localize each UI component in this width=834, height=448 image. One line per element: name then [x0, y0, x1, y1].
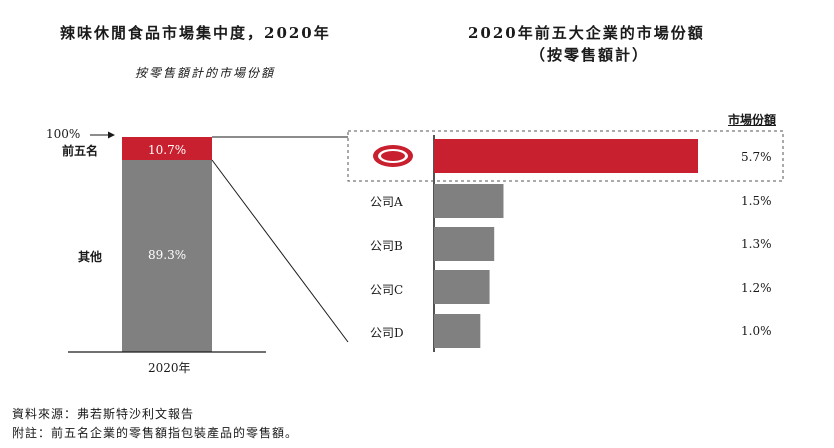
logo-share-value: 5.7%	[741, 150, 772, 164]
hundred-percent-label: 100%	[46, 127, 81, 141]
left-chart-subtitle: 按零售額計的市場份額	[135, 66, 276, 80]
company-c-label: 公司C	[370, 283, 404, 297]
highlight-dashed-box	[347, 130, 784, 182]
connector-line-bottom	[211, 159, 349, 343]
company-b-share-value: 1.3%	[741, 237, 772, 251]
source-footnote: 資料來源：弗若斯特沙利文報告	[12, 407, 195, 421]
company-d-label: 公司D	[370, 326, 404, 340]
market-share-column-header: 市場份額	[728, 113, 777, 127]
top5-value: 10.7%	[148, 143, 187, 157]
share-bar-2	[434, 227, 495, 261]
top5-stack-segment	[122, 137, 212, 161]
company-a-share-value: 1.5%	[741, 194, 772, 208]
company-c-share-value: 1.2%	[741, 281, 772, 295]
company-d-share-value: 1.0%	[741, 324, 772, 338]
arrow-head-icon	[108, 131, 115, 139]
share-bar-3	[434, 270, 490, 304]
top5-label: 前五名	[62, 144, 99, 158]
share-bar-0	[434, 139, 698, 173]
note-footnote: 附註：前五名企業的零售額指包裝產品的零售額。	[12, 426, 299, 440]
company-b-label: 公司B	[370, 239, 403, 253]
share-bar-4	[434, 314, 481, 348]
right-chart-title-line1: 2020年前五大企業的市場份額	[468, 24, 705, 42]
company-a-label: 公司A	[370, 195, 403, 209]
weilong-logo-icon	[373, 145, 413, 167]
left-chart-title: 辣味休閒食品市場集中度，2020年	[60, 24, 331, 42]
share-bar-1	[434, 184, 504, 218]
right-chart-title-line2: （按零售額計）	[530, 46, 650, 64]
others-value: 89.3%	[148, 248, 187, 262]
year-label: 2020年	[148, 361, 191, 375]
others-label: 其他	[78, 250, 103, 264]
others-stack-segment	[122, 160, 212, 352]
